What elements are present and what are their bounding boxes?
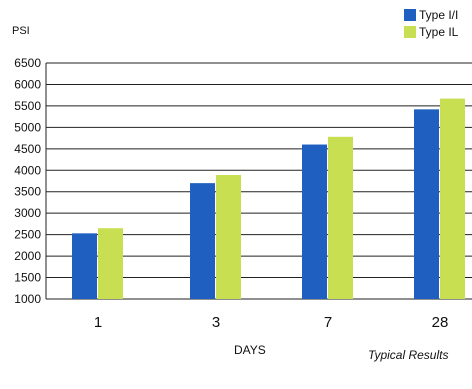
bar-2-day-7 [328, 136, 353, 299]
y-tick-label: 5000 [14, 120, 41, 134]
y-tick-label: 3500 [14, 185, 41, 199]
y-tick-label: 6000 [14, 77, 41, 91]
y-tick-label: 5500 [14, 99, 41, 113]
y-tick-label: 3000 [14, 206, 41, 220]
legend: Type I/I Type IL [404, 6, 458, 40]
bar-1-day-7 [302, 144, 327, 299]
bar-2-day-28 [440, 98, 465, 299]
bar-1-day-1 [72, 233, 97, 299]
bar-1-day-3 [190, 183, 215, 299]
y-tick-label: 2500 [14, 228, 41, 242]
y-tick-label: 1500 [14, 271, 41, 285]
legend-item-series-1: Type I/I [404, 6, 458, 23]
legend-swatch-series-1 [404, 8, 416, 21]
y-tick-label: 2000 [14, 249, 41, 263]
legend-swatch-series-2 [404, 25, 416, 38]
y-tick-label: 6500 [14, 56, 41, 70]
y-tick-label: 4000 [14, 163, 41, 177]
x-tick-label: 3 [212, 314, 220, 331]
chart-note: Typical Results [368, 348, 449, 362]
legend-label-series-2: Type IL [419, 24, 459, 39]
x-tick-label: 28 [432, 314, 449, 331]
x-tick-label: 1 [94, 314, 102, 331]
bar-1-day-28 [414, 109, 439, 299]
bar-2-day-3 [216, 174, 241, 299]
y-axis-title: PSI [12, 25, 30, 37]
bar-2-day-1 [98, 228, 123, 299]
x-axis-title: DAYS [234, 343, 266, 357]
legend-item-series-2: Type IL [404, 23, 458, 40]
legend-label-series-1: Type I/I [419, 7, 459, 22]
x-tick-label: 7 [324, 314, 332, 331]
y-tick-label: 4500 [14, 142, 41, 156]
y-tick-label: 1000 [14, 292, 41, 306]
